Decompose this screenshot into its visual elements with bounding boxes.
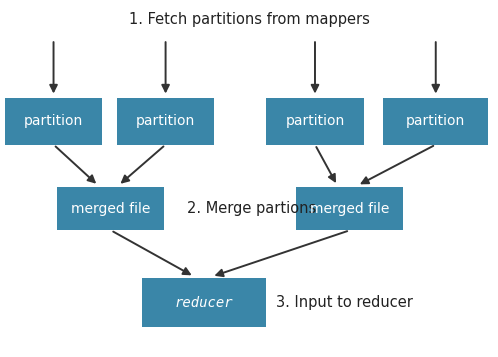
FancyBboxPatch shape [117, 98, 214, 145]
Text: reducer: reducer [175, 296, 234, 310]
FancyBboxPatch shape [383, 98, 488, 145]
FancyBboxPatch shape [5, 98, 102, 145]
FancyBboxPatch shape [57, 187, 164, 230]
FancyBboxPatch shape [266, 98, 364, 145]
FancyBboxPatch shape [296, 187, 403, 230]
Text: 1. Fetch partitions from mappers: 1. Fetch partitions from mappers [128, 12, 370, 27]
Text: partition: partition [24, 114, 83, 129]
Text: 2. Merge partions: 2. Merge partions [187, 201, 316, 216]
FancyBboxPatch shape [142, 278, 266, 327]
Text: partition: partition [136, 114, 195, 129]
Text: partition: partition [285, 114, 345, 129]
Text: 3. Input to reducer: 3. Input to reducer [276, 295, 413, 310]
Text: merged file: merged file [71, 202, 150, 216]
Text: partition: partition [406, 114, 465, 129]
Text: merged file: merged file [310, 202, 389, 216]
